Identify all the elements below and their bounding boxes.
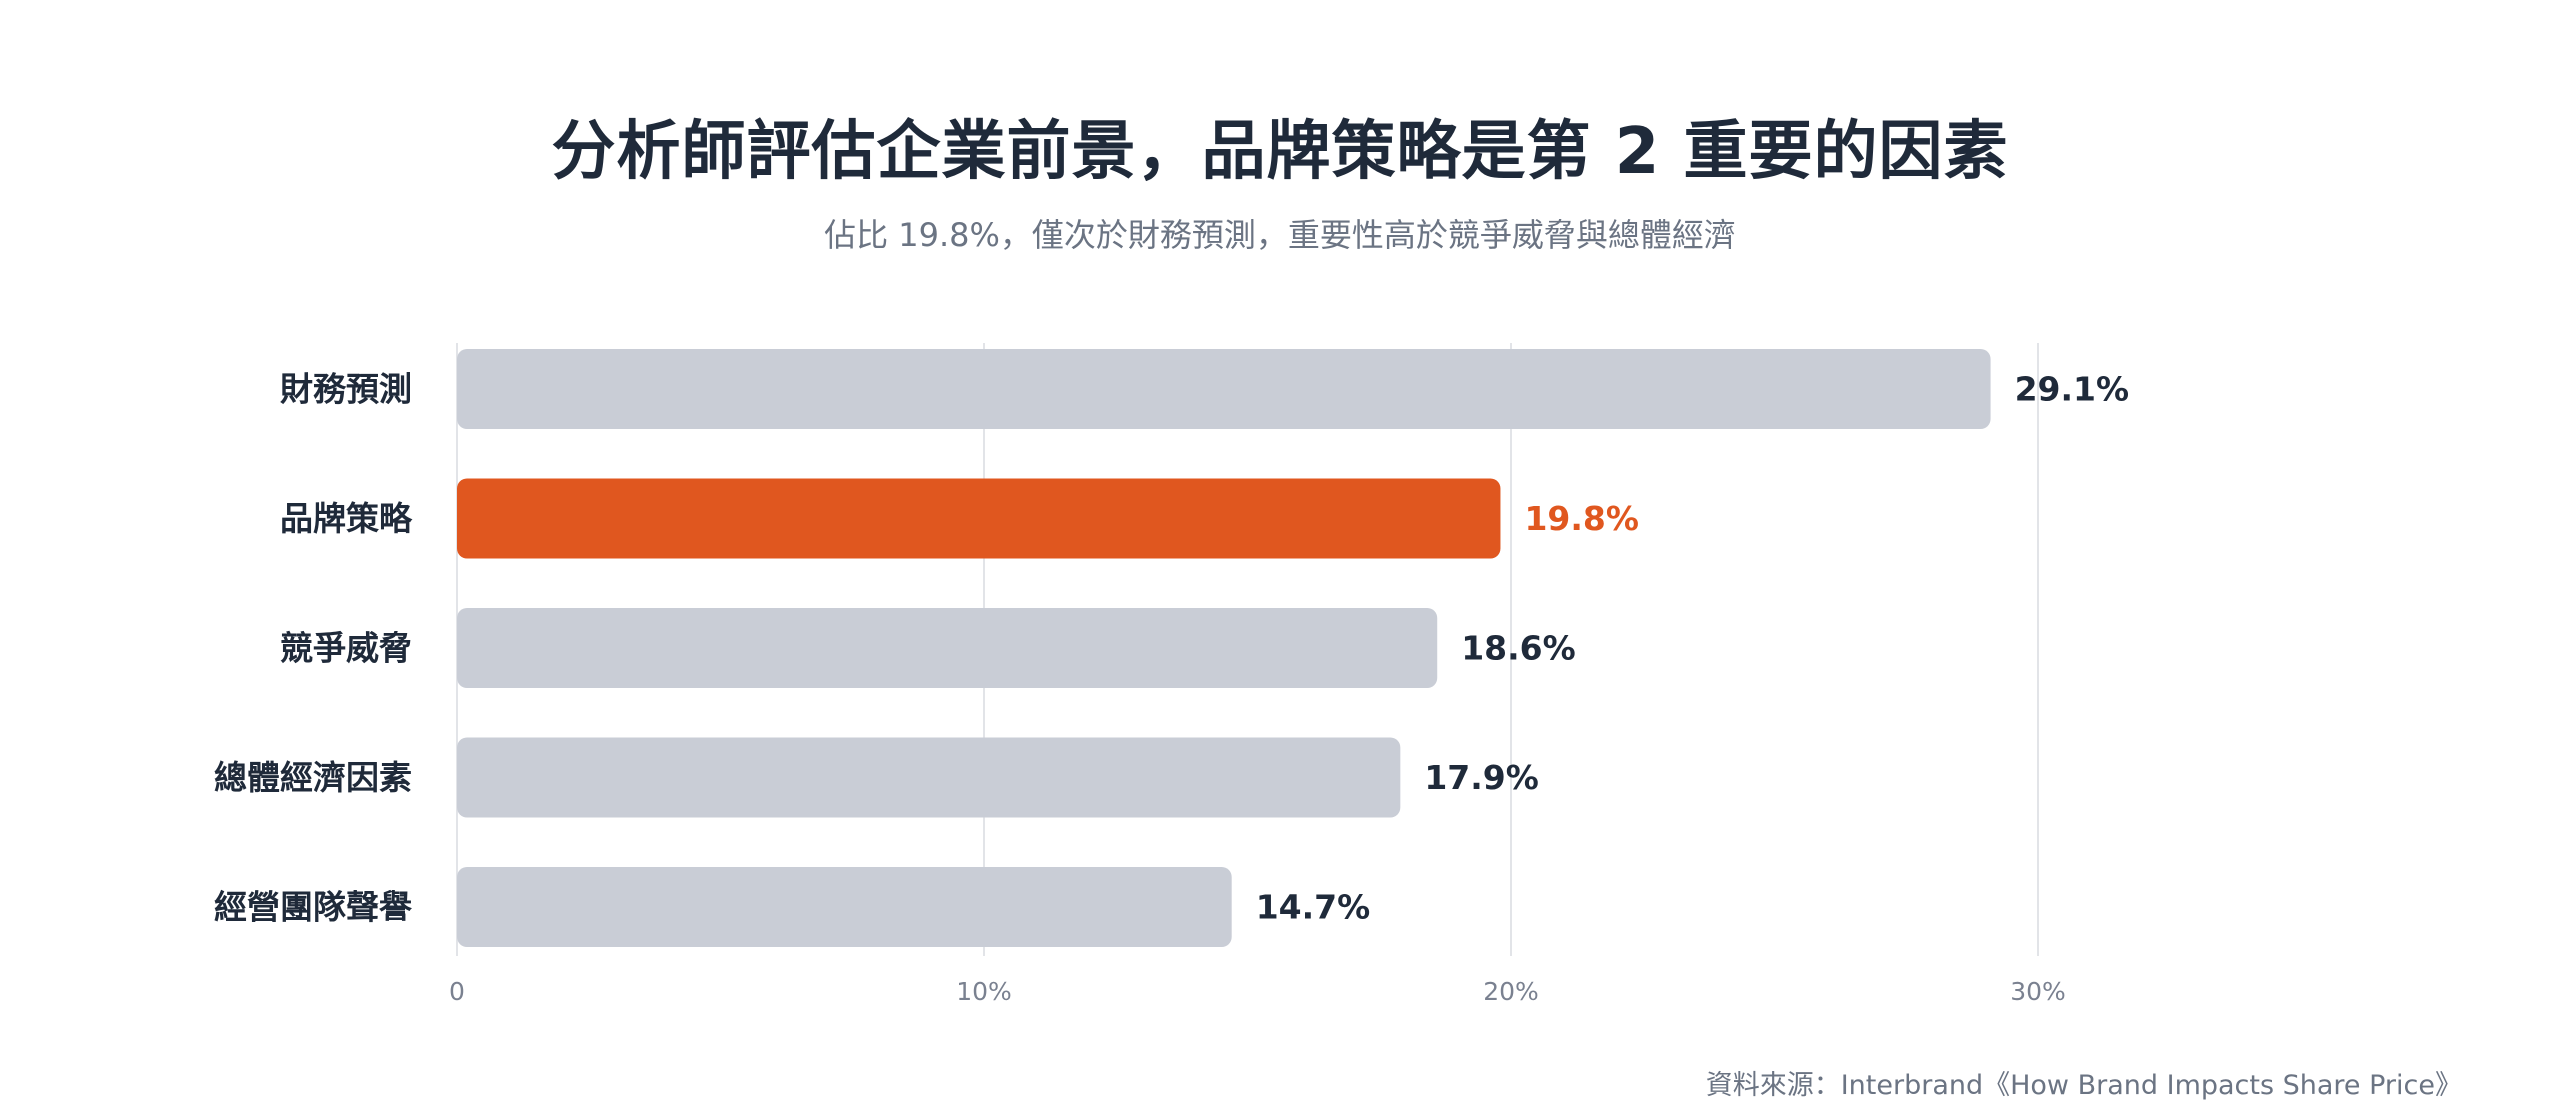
bar-1 bbox=[457, 478, 1501, 559]
category-label-4: 經營團隊聲譽 bbox=[214, 888, 412, 927]
bar-4 bbox=[457, 867, 1232, 947]
category-label-1: 品牌策略 bbox=[280, 499, 413, 538]
category-label-0: 財務預測 bbox=[280, 370, 412, 409]
source-note: 資料來源：Interbrand《How Brand Impacts Share … bbox=[1705, 1070, 2462, 1101]
x-tick-label-0: 0 bbox=[449, 977, 465, 1006]
bar-0 bbox=[457, 349, 1991, 429]
bar-2 bbox=[457, 608, 1438, 688]
category-label-2: 競爭威脅 bbox=[280, 629, 412, 668]
chart-title: 分析師評估企業前景，品牌策略是第 2 重要的因素 bbox=[551, 115, 2009, 189]
value-label-0: 29.1% bbox=[2015, 370, 2129, 409]
x-tick-label-3: 30% bbox=[2010, 977, 2066, 1006]
value-label-2: 18.6% bbox=[1461, 629, 1576, 668]
x-tick-label-1: 10% bbox=[956, 977, 1012, 1006]
chart-subtitle: 佔比 19.8%，僅次於財務預測，重要性高於競爭威脅與總體經濟 bbox=[824, 216, 1736, 254]
value-label-4: 14.7% bbox=[1256, 888, 1371, 927]
category-label-3: 總體經濟因素 bbox=[214, 758, 412, 797]
value-label-1: 19.8% bbox=[1524, 499, 1639, 538]
value-label-3: 17.9% bbox=[1424, 758, 1539, 797]
bar-3 bbox=[457, 737, 1401, 818]
x-tick-label-2: 20% bbox=[1483, 977, 1539, 1006]
